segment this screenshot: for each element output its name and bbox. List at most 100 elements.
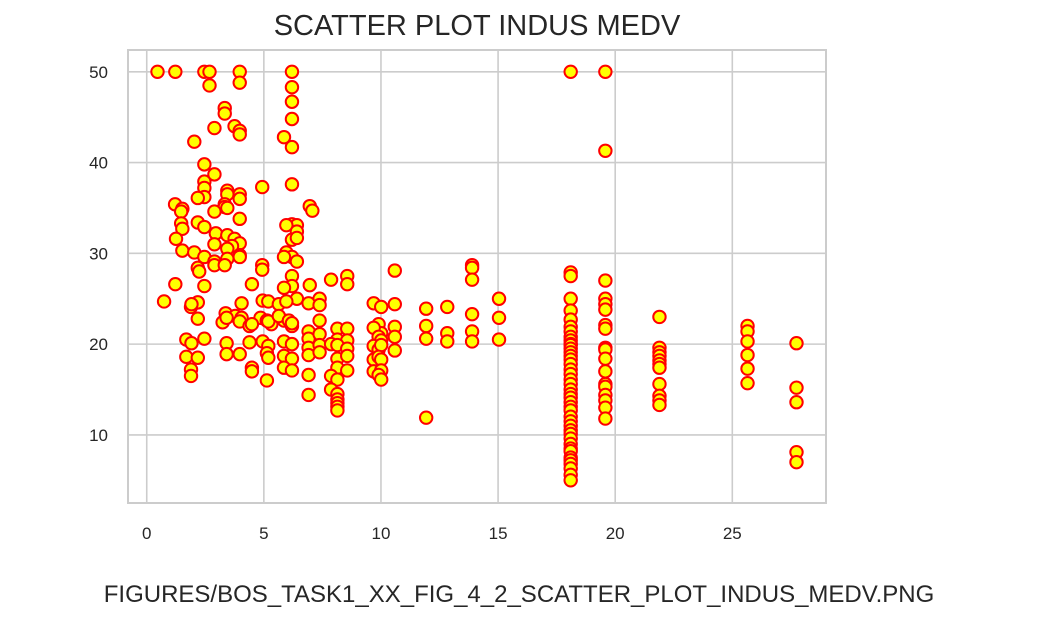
data-point [232, 249, 247, 265]
data-point [598, 321, 613, 336]
data-point [387, 329, 402, 345]
data-point [190, 311, 206, 326]
data-point [563, 473, 578, 488]
data-point [340, 321, 355, 336]
data-point [652, 360, 667, 375]
data-point [168, 64, 183, 79]
data-point [150, 64, 165, 79]
data-point [563, 268, 578, 284]
data-point [202, 64, 217, 79]
x-tick-label: 20 [606, 524, 625, 543]
data-point [340, 277, 355, 292]
data-point [374, 372, 389, 387]
data-point [789, 395, 804, 410]
data-point [190, 350, 206, 365]
data-point [184, 336, 199, 351]
data-point [197, 219, 212, 235]
x-tick-label: 10 [372, 524, 391, 543]
data-point [284, 336, 300, 352]
data-point [312, 297, 327, 313]
data-point [219, 310, 234, 326]
data-point [418, 318, 434, 334]
data-point [598, 364, 613, 379]
data-point [312, 313, 327, 328]
data-point [289, 230, 305, 246]
data-point [184, 296, 199, 312]
data-point [305, 203, 320, 218]
data-point [563, 291, 578, 306]
data-point [284, 316, 300, 331]
data-point [197, 157, 212, 172]
data-point [323, 272, 339, 287]
data-point [284, 80, 300, 95]
data-point [464, 272, 480, 287]
data-point [789, 336, 804, 351]
data-point [491, 332, 507, 347]
data-point [598, 64, 613, 79]
data-point [387, 296, 402, 312]
data-point [598, 273, 613, 288]
data-point [284, 139, 300, 155]
data-point [330, 403, 345, 418]
chart-title: SCATTER PLOT INDUS MEDV [273, 10, 681, 42]
data-point [276, 129, 292, 145]
data-point [301, 367, 316, 383]
x-tick-label: 5 [259, 524, 268, 543]
data-point [232, 75, 247, 90]
data-point [563, 64, 578, 79]
figure-caption: FIGURES/BOS_TASK1_XX_FIG_4_2_SCATTER_PLO… [103, 581, 935, 608]
data-point [464, 334, 480, 349]
data-point [340, 348, 355, 364]
data-point [183, 368, 199, 384]
data-point [202, 78, 217, 93]
data-point [789, 454, 804, 470]
data-point [217, 106, 232, 121]
data-point [418, 301, 434, 316]
data-point [168, 277, 183, 292]
data-point [652, 309, 667, 325]
data-point [190, 190, 206, 206]
data-points [150, 64, 804, 488]
x-tick-label: 15 [489, 524, 508, 543]
data-point [259, 373, 275, 388]
data-point [440, 334, 455, 349]
data-point [301, 387, 316, 403]
data-point [330, 372, 345, 387]
data-point [740, 361, 755, 376]
data-point [276, 249, 292, 265]
data-point [374, 299, 389, 315]
data-point [242, 335, 257, 350]
data-point [284, 64, 300, 79]
data-point [598, 351, 613, 366]
data-point [232, 346, 247, 362]
y-tick-label: 40 [89, 154, 108, 173]
data-point [234, 296, 249, 311]
data-point [244, 364, 260, 379]
x-tick-label: 25 [723, 524, 742, 543]
data-point [232, 191, 247, 207]
data-point [387, 343, 402, 358]
data-point [789, 380, 804, 395]
data-point [598, 143, 613, 158]
data-point [232, 127, 247, 142]
data-point [418, 331, 434, 346]
data-point [279, 218, 294, 233]
data-point [464, 306, 480, 322]
data-point [598, 411, 613, 426]
x-tick-label: 0 [142, 524, 151, 543]
data-point [175, 221, 190, 237]
data-point [740, 334, 755, 349]
data-point [284, 111, 300, 127]
data-point [168, 231, 184, 247]
plot-frame [127, 49, 827, 504]
data-point [255, 179, 270, 195]
y-tick-label: 20 [89, 335, 108, 354]
data-point [219, 346, 234, 362]
data-point [232, 211, 247, 227]
data-point [207, 237, 222, 252]
data-point [197, 331, 212, 346]
data-point [598, 302, 613, 317]
data-point [244, 277, 260, 292]
y-tick-label: 10 [89, 426, 108, 445]
data-point [284, 94, 300, 109]
